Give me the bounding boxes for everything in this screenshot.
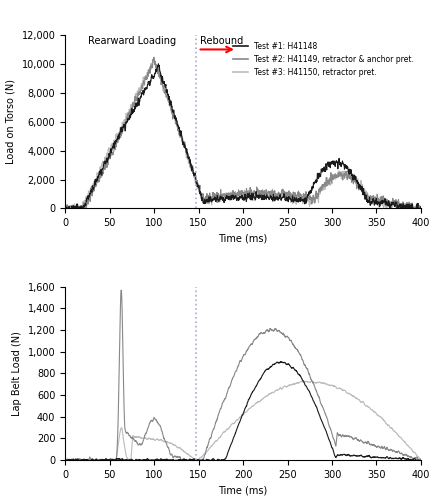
Text: Rebound: Rebound (201, 36, 243, 46)
Legend: Test #1: H41148, Test #2: H41149, retractor & anchor pret., Test #3: H41150, ret: Test #1: H41148, Test #2: H41149, retrac… (230, 39, 417, 80)
X-axis label: Time (ms): Time (ms) (218, 486, 268, 496)
Y-axis label: Lap Belt Load (N): Lap Belt Load (N) (12, 331, 22, 415)
X-axis label: Time (ms): Time (ms) (218, 234, 268, 243)
Text: Rearward Loading: Rearward Loading (88, 36, 176, 46)
Y-axis label: Load on Torso (N): Load on Torso (N) (6, 79, 16, 164)
